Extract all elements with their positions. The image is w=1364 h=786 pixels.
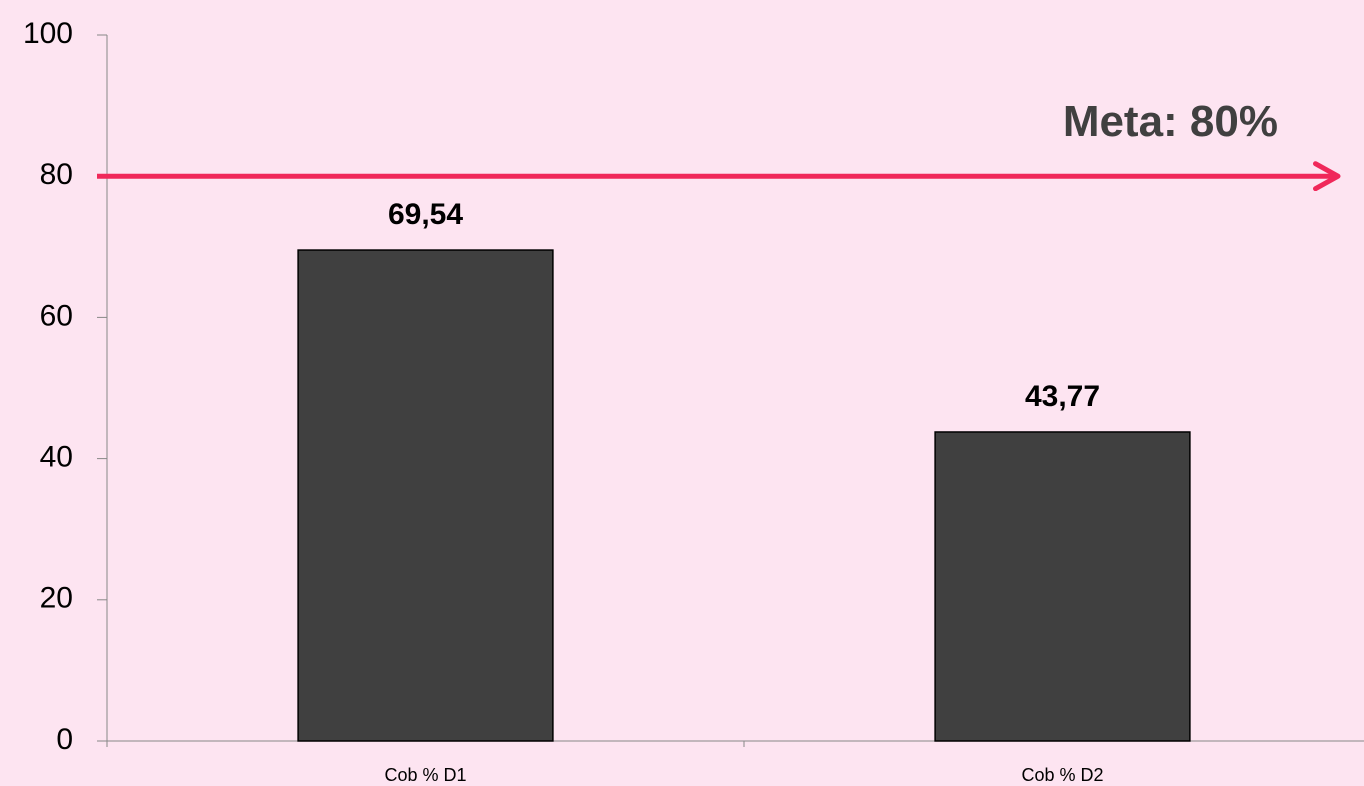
- bar: [934, 431, 1191, 742]
- y-tick-label: 100: [23, 17, 73, 50]
- bar: [297, 249, 554, 742]
- y-tick-label: 40: [40, 441, 73, 474]
- y-tick-label: 0: [56, 723, 73, 756]
- y-tick-label: 20: [40, 582, 73, 615]
- x-tick-label: Cob % D2: [1021, 765, 1103, 785]
- value-label: 43,77: [1025, 380, 1100, 413]
- x-tick-label: Cob % D1: [384, 765, 466, 785]
- value-label: 69,54: [388, 198, 463, 231]
- y-tick-label: 60: [40, 299, 73, 332]
- y-tick-label: 80: [40, 158, 73, 191]
- annotation: Meta: 80%: [1063, 97, 1278, 146]
